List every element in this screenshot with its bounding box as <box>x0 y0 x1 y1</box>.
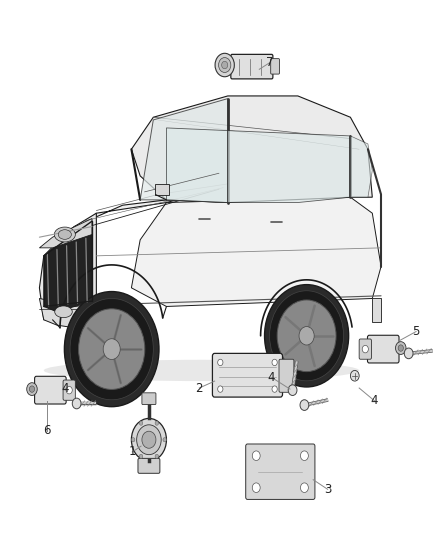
Circle shape <box>29 386 35 392</box>
Circle shape <box>163 438 166 442</box>
Circle shape <box>300 483 308 492</box>
Circle shape <box>64 292 159 407</box>
Text: 4: 4 <box>268 371 276 384</box>
Polygon shape <box>131 197 381 306</box>
Circle shape <box>300 400 309 410</box>
Circle shape <box>218 359 223 366</box>
Circle shape <box>270 291 343 381</box>
Polygon shape <box>39 213 96 320</box>
Polygon shape <box>140 99 228 203</box>
Circle shape <box>222 61 228 69</box>
Text: 4: 4 <box>371 394 378 407</box>
FancyBboxPatch shape <box>138 458 160 473</box>
Polygon shape <box>39 298 118 328</box>
Circle shape <box>131 438 135 442</box>
Text: 7: 7 <box>265 56 273 69</box>
Circle shape <box>66 386 72 394</box>
Circle shape <box>131 418 166 461</box>
Ellipse shape <box>55 306 72 318</box>
Circle shape <box>155 421 159 425</box>
Circle shape <box>155 454 159 458</box>
Circle shape <box>252 483 260 492</box>
Polygon shape <box>372 298 381 322</box>
FancyBboxPatch shape <box>35 376 66 404</box>
Circle shape <box>139 421 143 425</box>
FancyBboxPatch shape <box>63 380 75 400</box>
Polygon shape <box>166 128 228 203</box>
Circle shape <box>215 53 234 77</box>
Circle shape <box>103 339 120 359</box>
Circle shape <box>137 425 161 455</box>
Polygon shape <box>228 131 350 203</box>
Circle shape <box>350 370 359 381</box>
Circle shape <box>272 359 277 366</box>
FancyBboxPatch shape <box>359 339 371 359</box>
FancyBboxPatch shape <box>212 353 283 397</box>
FancyBboxPatch shape <box>367 335 399 363</box>
Circle shape <box>27 383 37 395</box>
Text: 1: 1 <box>128 446 136 458</box>
Polygon shape <box>53 187 241 245</box>
Circle shape <box>142 431 156 448</box>
Text: 4: 4 <box>61 382 69 394</box>
Ellipse shape <box>58 230 71 239</box>
Text: 5: 5 <box>413 325 420 338</box>
FancyBboxPatch shape <box>246 444 315 499</box>
Circle shape <box>277 300 336 372</box>
Circle shape <box>362 345 368 353</box>
Text: 3: 3 <box>324 483 331 496</box>
Circle shape <box>252 451 260 461</box>
FancyBboxPatch shape <box>231 54 273 79</box>
Circle shape <box>300 451 308 461</box>
Polygon shape <box>44 221 92 312</box>
Circle shape <box>396 342 406 354</box>
Text: 2: 2 <box>195 382 203 394</box>
Text: 6: 6 <box>43 424 51 437</box>
Polygon shape <box>155 184 169 195</box>
Circle shape <box>404 348 413 359</box>
Polygon shape <box>350 136 372 197</box>
Circle shape <box>72 398 81 409</box>
FancyBboxPatch shape <box>142 393 156 405</box>
Circle shape <box>272 386 277 392</box>
Circle shape <box>288 385 297 395</box>
Circle shape <box>139 454 143 458</box>
Circle shape <box>265 285 349 387</box>
Circle shape <box>299 327 314 345</box>
Circle shape <box>78 309 145 390</box>
Circle shape <box>70 298 153 400</box>
Polygon shape <box>131 96 372 203</box>
Circle shape <box>398 345 403 351</box>
Ellipse shape <box>44 360 359 381</box>
FancyBboxPatch shape <box>271 59 279 74</box>
FancyBboxPatch shape <box>279 359 294 392</box>
Circle shape <box>219 58 231 72</box>
Ellipse shape <box>54 227 75 242</box>
Polygon shape <box>39 219 92 248</box>
Circle shape <box>218 386 223 392</box>
